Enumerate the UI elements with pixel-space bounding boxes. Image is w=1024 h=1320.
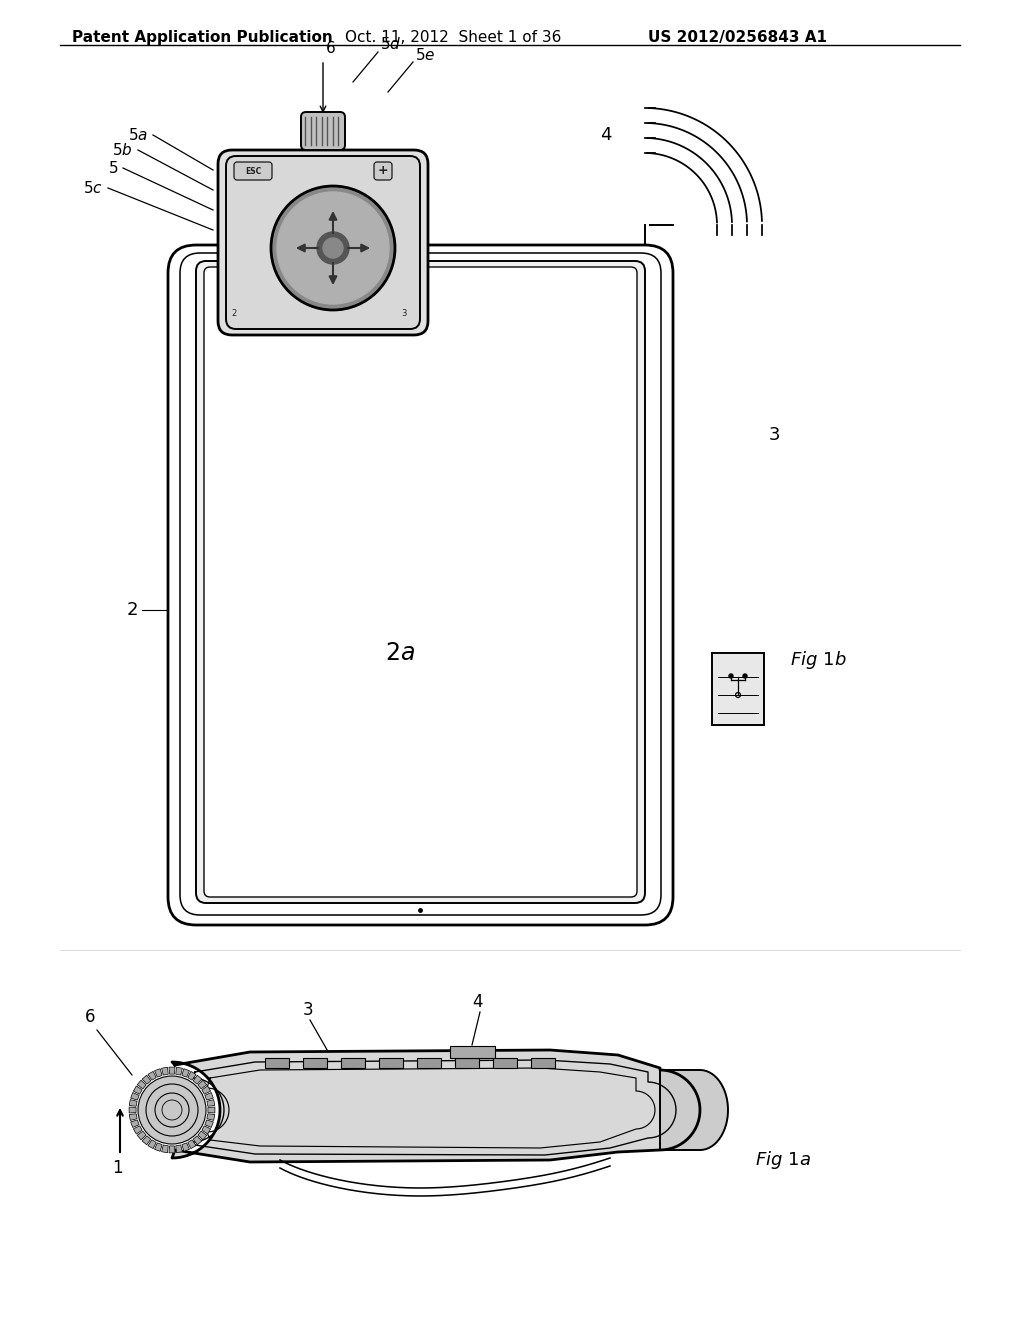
FancyBboxPatch shape: [168, 246, 673, 925]
FancyBboxPatch shape: [180, 253, 662, 915]
Polygon shape: [131, 1119, 139, 1127]
Text: 2: 2: [231, 309, 237, 318]
Text: $3$: $3$: [302, 1002, 313, 1019]
Polygon shape: [155, 1143, 162, 1151]
Polygon shape: [142, 1076, 151, 1084]
Polygon shape: [194, 1137, 202, 1144]
Text: Oct. 11, 2012  Sheet 1 of 36: Oct. 11, 2012 Sheet 1 of 36: [345, 30, 561, 45]
Polygon shape: [176, 1144, 182, 1152]
Polygon shape: [205, 1119, 213, 1127]
Text: US 2012/0256843 A1: US 2012/0256843 A1: [648, 30, 827, 45]
Text: $6$: $6$: [325, 40, 336, 55]
Polygon shape: [129, 1107, 136, 1113]
Text: $Fig\ 1a$: $Fig\ 1a$: [755, 1148, 811, 1171]
Bar: [341, 1059, 365, 1068]
Bar: [531, 1059, 555, 1068]
Text: $5$: $5$: [108, 160, 118, 176]
Text: $2a$: $2a$: [385, 642, 416, 664]
Polygon shape: [207, 1114, 215, 1121]
Polygon shape: [133, 1126, 142, 1134]
Polygon shape: [194, 1076, 202, 1084]
Bar: [450, 1045, 495, 1059]
Circle shape: [729, 675, 733, 678]
Bar: [303, 1059, 327, 1068]
Polygon shape: [187, 1140, 196, 1148]
Bar: [417, 1059, 441, 1068]
Polygon shape: [142, 1137, 151, 1144]
Circle shape: [743, 675, 746, 678]
Polygon shape: [137, 1131, 146, 1140]
FancyBboxPatch shape: [196, 261, 645, 903]
Polygon shape: [147, 1140, 157, 1148]
Polygon shape: [208, 1107, 215, 1113]
Polygon shape: [182, 1143, 189, 1151]
Text: $2$: $2$: [126, 601, 138, 619]
Bar: [455, 1059, 479, 1068]
Text: $5a$: $5a$: [345, 384, 365, 400]
Text: 3: 3: [401, 309, 407, 318]
Text: $5c$: $5c$: [83, 180, 103, 195]
Text: $1$: $1$: [113, 1160, 124, 1177]
Polygon shape: [129, 1100, 137, 1106]
Text: $5d$: $5d$: [380, 36, 401, 51]
Polygon shape: [202, 1126, 211, 1134]
Bar: [379, 1059, 403, 1068]
Text: $5f$: $5f$: [476, 290, 495, 306]
Text: $5e$: $5e$: [415, 48, 435, 63]
Text: $Fig\ 1b$: $Fig\ 1b$: [790, 649, 847, 671]
Polygon shape: [187, 1072, 196, 1080]
Polygon shape: [198, 1080, 207, 1089]
Polygon shape: [198, 1131, 207, 1140]
Circle shape: [323, 238, 343, 257]
Text: $5b$: $5b$: [113, 143, 133, 158]
Polygon shape: [133, 1086, 142, 1094]
FancyBboxPatch shape: [204, 267, 637, 898]
Polygon shape: [182, 1069, 189, 1077]
Polygon shape: [137, 1080, 146, 1089]
Text: $5a$: $5a$: [128, 127, 148, 143]
Polygon shape: [162, 1144, 168, 1152]
FancyBboxPatch shape: [374, 162, 392, 180]
Text: $3$: $3$: [768, 426, 780, 444]
Circle shape: [138, 1076, 206, 1144]
Text: +: +: [378, 165, 388, 177]
Text: Patent Application Publication: Patent Application Publication: [72, 30, 333, 45]
Text: $5d$: $5d$: [262, 384, 284, 400]
Text: $4$: $4$: [600, 125, 612, 144]
Polygon shape: [172, 1049, 700, 1162]
Polygon shape: [205, 1093, 213, 1100]
Polygon shape: [207, 1100, 215, 1106]
Polygon shape: [162, 1068, 168, 1074]
Text: $5g$: $5g$: [411, 269, 432, 288]
Bar: [265, 1059, 289, 1068]
FancyBboxPatch shape: [301, 112, 345, 150]
Polygon shape: [176, 1068, 182, 1074]
Bar: [712, 653, 764, 725]
Circle shape: [278, 191, 389, 304]
Circle shape: [271, 186, 395, 310]
FancyBboxPatch shape: [234, 162, 272, 180]
Polygon shape: [169, 1146, 175, 1152]
FancyBboxPatch shape: [226, 156, 420, 329]
Text: ESC: ESC: [245, 166, 261, 176]
Bar: [493, 1059, 517, 1068]
Polygon shape: [155, 1069, 162, 1077]
Polygon shape: [131, 1093, 139, 1100]
Polygon shape: [202, 1086, 211, 1094]
Text: $6$: $6$: [84, 1008, 95, 1026]
Polygon shape: [147, 1072, 157, 1080]
Polygon shape: [169, 1067, 175, 1074]
FancyBboxPatch shape: [218, 150, 428, 335]
Polygon shape: [129, 1114, 137, 1121]
Polygon shape: [660, 1071, 728, 1150]
Text: $4$: $4$: [472, 994, 483, 1011]
Circle shape: [317, 232, 349, 264]
